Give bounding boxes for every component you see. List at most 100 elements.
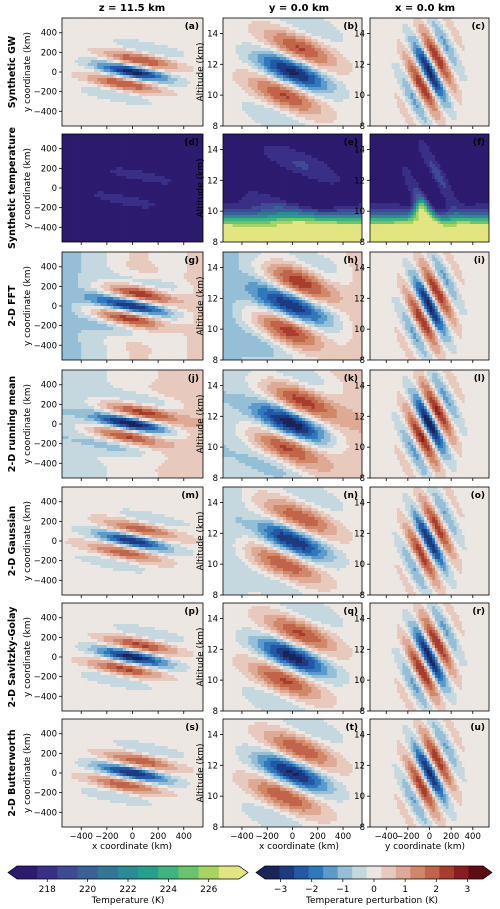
y-axis-label: y coordinate (km) bbox=[23, 266, 33, 346]
y-axis-label: Altitude (km) bbox=[196, 627, 206, 686]
y-tick-label: 10 bbox=[207, 91, 218, 101]
colorbar-swatch bbox=[323, 866, 339, 879]
y-tick-label: 10 bbox=[354, 560, 365, 570]
y-tick-label: 12 bbox=[207, 412, 218, 422]
colorbar-extend-high bbox=[483, 866, 492, 879]
colorbar-tick-label: 220 bbox=[79, 885, 96, 895]
y-tick-label: 200 bbox=[41, 48, 57, 58]
panel-letter: (b) bbox=[343, 22, 358, 32]
y-tick-label: 12 bbox=[207, 294, 218, 304]
y-tick-label: 12 bbox=[207, 761, 218, 771]
row-label: Synthetic temperature bbox=[7, 127, 18, 249]
y-tick-label: 14 bbox=[207, 145, 218, 155]
y-tick-label: −200 bbox=[34, 789, 57, 799]
colorbar-outline bbox=[7, 865, 249, 880]
x-tick-label: −400 bbox=[70, 832, 93, 842]
y-tick-label: 200 bbox=[41, 749, 57, 759]
y-tick-label: 14 bbox=[207, 614, 218, 624]
field-map bbox=[370, 370, 489, 478]
colorbar-swatch bbox=[410, 866, 426, 879]
y-tick-label: 8 bbox=[213, 823, 218, 833]
colorbar-swatch bbox=[308, 866, 324, 879]
y-tick-label: 14 bbox=[354, 29, 365, 39]
y-tick-label: 14 bbox=[207, 498, 218, 508]
y-tick-label: 12 bbox=[207, 529, 218, 539]
x-tick-label: 0 bbox=[427, 832, 432, 842]
y-tick-label: 8 bbox=[213, 591, 218, 601]
y-tick-label: 10 bbox=[207, 676, 218, 686]
y-tick-label: 0 bbox=[52, 420, 57, 430]
y-axis-label: y coordinate (km) bbox=[23, 733, 33, 813]
y-tick-label: −400 bbox=[34, 459, 57, 469]
colorbar-tick-label: 2 bbox=[433, 885, 439, 895]
y-tick-label: −200 bbox=[34, 673, 57, 683]
panel-letter: (o) bbox=[471, 491, 485, 501]
y-tick-label: 14 bbox=[354, 498, 365, 508]
panel-letter: (l) bbox=[474, 374, 485, 384]
y-tick-label: 200 bbox=[41, 400, 57, 410]
panel-letter: (k) bbox=[344, 374, 358, 384]
panel-f: (f) 8 10 12 14 bbox=[354, 133, 490, 248]
y-axis-label: Altitude (km) bbox=[196, 743, 206, 802]
row-label: 2-D FFT bbox=[7, 285, 18, 327]
panel-letter: (f) bbox=[473, 138, 485, 148]
colorbar-swatch bbox=[395, 866, 411, 879]
y-axis-label: y coordinate (km) bbox=[23, 384, 33, 464]
y-tick-label: 200 bbox=[41, 164, 57, 174]
panel-letter: (u) bbox=[470, 723, 485, 733]
x-axis-label-col2: x coordinate (km) bbox=[259, 842, 339, 852]
x-tick-label: −200 bbox=[95, 832, 118, 842]
colorbar-swatch bbox=[57, 866, 78, 879]
field-map bbox=[370, 603, 489, 711]
y-tick-label: 10 bbox=[207, 792, 218, 802]
colorbar-extend-high bbox=[239, 866, 248, 879]
panel-g: (g) −400 −200 0 200 400 y coordinate (km) 2-D F… bbox=[7, 251, 204, 363]
panel-letter: (n) bbox=[343, 491, 358, 501]
colorbar-tick-label: 3 bbox=[465, 885, 471, 895]
y-tick-label: 400 bbox=[41, 498, 57, 508]
x-tick-label: 400 bbox=[335, 832, 351, 842]
colorbar-swatch bbox=[117, 866, 139, 879]
colorbar-swatch bbox=[439, 866, 455, 879]
panel-letter: (q) bbox=[343, 607, 358, 617]
y-tick-label: −400 bbox=[34, 223, 57, 233]
field-map bbox=[223, 18, 362, 126]
colorbar-tick-label: 224 bbox=[160, 885, 177, 895]
panel-m: (m) −400 −200 0 200 400 y coordinate (km) 2-D G… bbox=[7, 486, 204, 598]
row-label: 2-D Gaussian bbox=[7, 506, 18, 577]
y-tick-label: 0 bbox=[52, 769, 57, 779]
field-map bbox=[62, 719, 203, 827]
colorbar-tick-label: 222 bbox=[119, 885, 136, 895]
colorbar-swatch bbox=[279, 866, 295, 879]
colorbar-swatch bbox=[294, 866, 309, 879]
panel-letter: (a) bbox=[185, 22, 199, 32]
row-label: Synthetic GW bbox=[7, 35, 18, 108]
y-tick-label: 12 bbox=[354, 412, 365, 422]
y-axis-label: y coordinate (km) bbox=[23, 148, 33, 228]
y-tick-label: 14 bbox=[207, 381, 218, 391]
y-tick-label: 10 bbox=[354, 325, 365, 335]
y-tick-label: 200 bbox=[41, 633, 57, 643]
panel-letter: (j) bbox=[188, 374, 199, 384]
colorbar-extend-low bbox=[8, 866, 17, 879]
panel-letter: (i) bbox=[474, 256, 485, 266]
field-map bbox=[223, 487, 362, 595]
y-tick-label: −400 bbox=[34, 107, 57, 117]
y-tick-label: 0 bbox=[52, 68, 57, 78]
y-tick-label: −200 bbox=[34, 322, 57, 332]
y-tick-label: 8 bbox=[213, 122, 218, 132]
field-map bbox=[223, 134, 362, 242]
colorbar-swatch bbox=[218, 866, 240, 879]
field-map bbox=[62, 487, 203, 595]
y-tick-label: 8 bbox=[360, 823, 365, 833]
panel-u: (u) 8 10 12 14 −400−200 0 200 400 bbox=[354, 718, 490, 842]
field-map bbox=[62, 370, 203, 478]
y-tick-label: 12 bbox=[354, 529, 365, 539]
field-map bbox=[223, 252, 362, 360]
panel-letter: (h) bbox=[343, 256, 358, 266]
